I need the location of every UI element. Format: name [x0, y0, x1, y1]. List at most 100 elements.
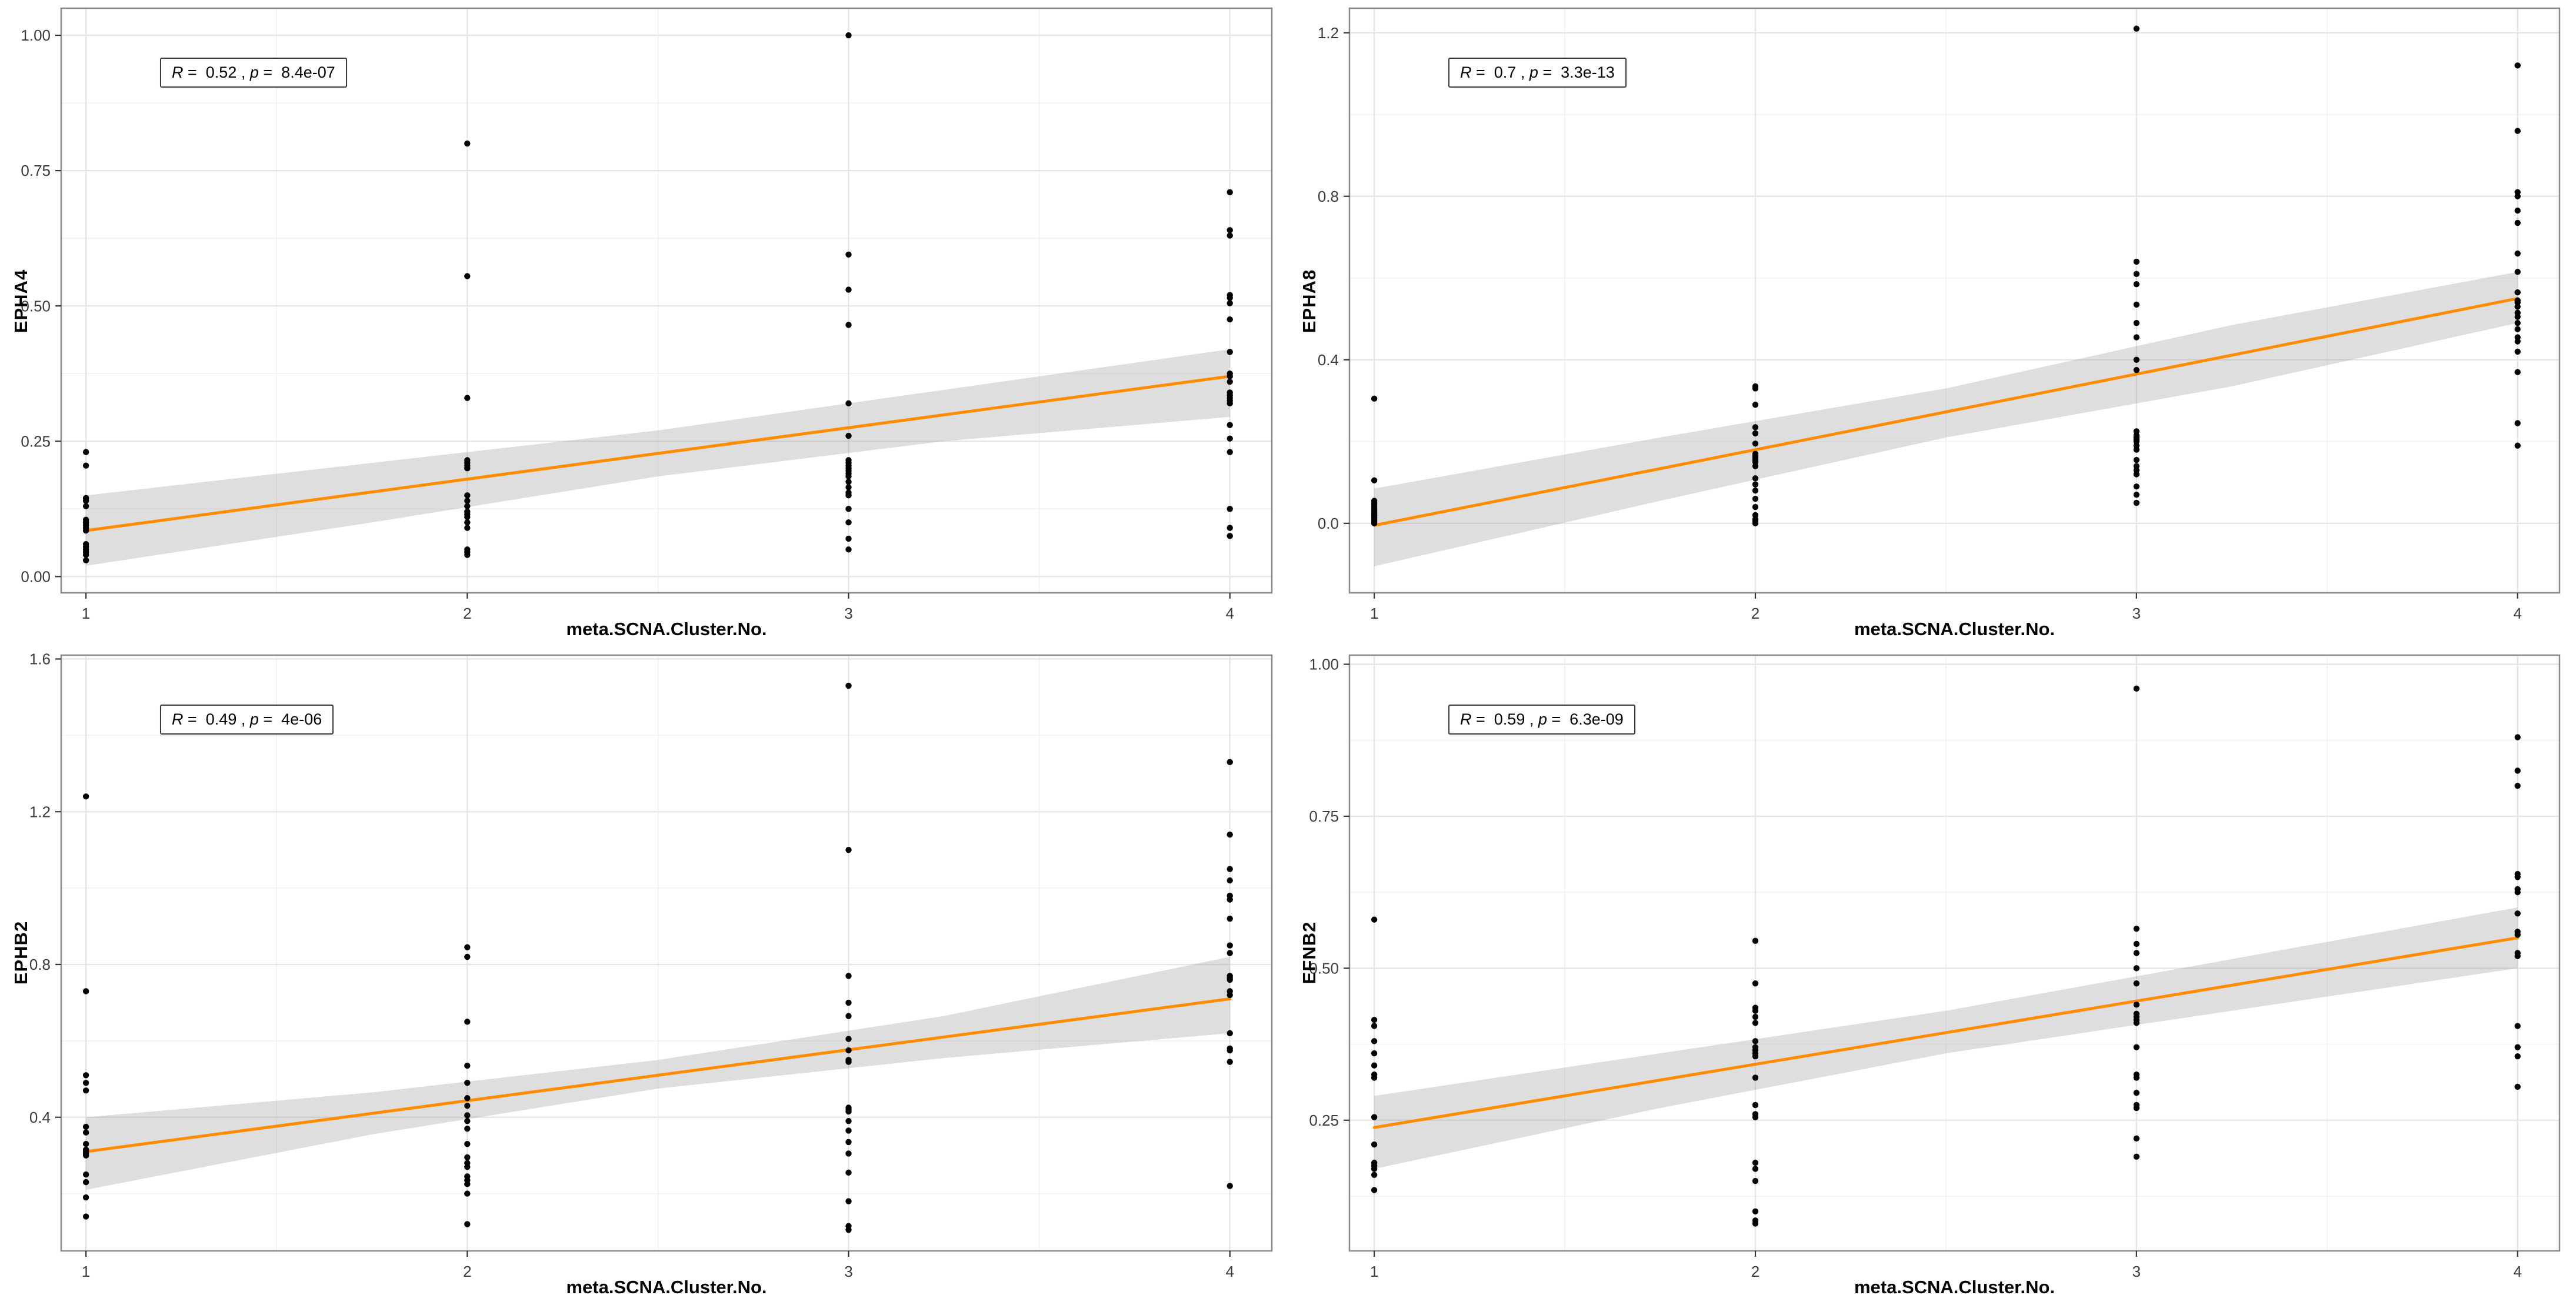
data-point — [845, 1169, 852, 1176]
r-label: R — [1460, 64, 1472, 81]
data-point — [1752, 1102, 1759, 1109]
panel-epha8: 0.0 0.4 0.8 1.2 1 2 3 4 EPHA8 meta.SCNA.Cluster… — [1288, 0, 2576, 647]
data-point — [2514, 1044, 2521, 1050]
data-point — [845, 492, 852, 499]
data-point — [845, 286, 852, 293]
data-point — [1227, 449, 1233, 455]
y-tick-label: 0.8 — [29, 956, 51, 973]
p-value: 8.4e-07 — [281, 64, 335, 81]
x-axis-title: meta.SCNA.Cluster.No. — [1854, 619, 2055, 639]
data-point — [464, 1112, 471, 1119]
data-point — [464, 1126, 471, 1132]
x-axis-title: meta.SCNA.Cluster.No. — [566, 1277, 767, 1297]
data-point — [845, 1227, 852, 1233]
data-point — [2133, 940, 2140, 947]
data-point — [1227, 942, 1233, 949]
correlation-annotation: R = 0.7 , p = 3.3e-13 — [1448, 58, 1627, 88]
data-point — [1227, 189, 1233, 196]
data-point — [2514, 734, 2521, 740]
regression-line — [84, 997, 1232, 1153]
data-point — [1227, 1047, 1233, 1054]
separator: , — [1525, 710, 1538, 728]
data-point — [2514, 953, 2521, 959]
data-point — [1371, 520, 1378, 527]
data-point — [82, 1171, 89, 1178]
y-tick-label: 0.50 — [21, 297, 51, 315]
data-point — [2133, 334, 2140, 341]
data-point — [1227, 232, 1233, 239]
data-point — [464, 525, 471, 531]
data-point — [845, 1198, 852, 1204]
data-point — [464, 552, 471, 558]
panel-border — [60, 654, 1273, 1252]
data-points — [1371, 25, 2521, 527]
separator: , — [236, 710, 250, 728]
data-points — [82, 682, 1233, 1233]
data-point — [82, 462, 89, 469]
x-tick-label: 1 — [1370, 1263, 1378, 1280]
data-point — [464, 1140, 471, 1147]
y-tick-label: 0.25 — [21, 432, 51, 450]
x-tick-label: 2 — [1751, 1263, 1759, 1280]
data-point — [1752, 1114, 1759, 1120]
data-point — [2133, 1104, 2140, 1112]
y-tick-label: 1.00 — [21, 26, 51, 44]
data-point — [82, 449, 89, 455]
data-point — [1371, 395, 1378, 402]
panel-border — [1348, 654, 2561, 1252]
data-point — [2133, 1090, 2140, 1096]
data-point — [464, 953, 471, 960]
regression-line — [1372, 297, 2520, 527]
data-point — [1227, 896, 1233, 903]
data-point — [1371, 1017, 1378, 1023]
data-point — [1227, 300, 1233, 306]
panel-epha4: 0.00 0.25 0.50 0.75 1.00 1 2 3 4 EPHA4 meta.SCNA… — [0, 0, 1288, 647]
x-tick-label: 1 — [1370, 605, 1378, 622]
y-tick-label: 1.2 — [1318, 24, 1339, 42]
data-point — [845, 1047, 852, 1054]
data-point — [1752, 937, 1759, 944]
data-point — [2514, 338, 2521, 345]
r-value: 0.52 — [205, 64, 237, 81]
regression-line — [1372, 936, 2520, 1129]
plot-background — [61, 8, 1272, 593]
data-point — [82, 1179, 89, 1186]
x-tick-label: 3 — [2132, 605, 2141, 622]
x-tick-label: 1 — [82, 1263, 90, 1280]
data-point — [2514, 207, 2521, 214]
data-point — [845, 251, 852, 258]
data-point — [845, 1139, 852, 1146]
data-point — [1227, 877, 1233, 884]
x-axis-title: meta.SCNA.Cluster.No. — [1854, 1277, 2055, 1297]
equals-sign: = — [1471, 710, 1494, 728]
panel-border — [1348, 7, 2561, 594]
data-point — [464, 1095, 471, 1102]
data-point — [1227, 422, 1233, 428]
data-point — [1227, 1059, 1233, 1065]
x-tick-label: 3 — [844, 1263, 852, 1280]
data-point — [2133, 685, 2140, 692]
data-point — [1752, 424, 1759, 430]
epha8-scatter-plot: 0.0 0.4 0.8 1.2 1 2 3 4 — [1318, 7, 2561, 622]
data-point — [82, 1123, 89, 1130]
data-point — [82, 557, 89, 563]
data-point — [464, 140, 471, 147]
x-tick-label: 4 — [1225, 605, 1234, 622]
p-value: 4e-06 — [281, 710, 322, 728]
y-tick-label: 1.00 — [1309, 656, 1339, 673]
y-tick-label: 0.4 — [29, 1109, 51, 1126]
data-point — [464, 1190, 471, 1197]
ci-ribbon — [1374, 272, 2518, 566]
data-point — [82, 793, 89, 800]
x-tick-label: 2 — [463, 1263, 471, 1280]
data-point — [1227, 915, 1233, 922]
correlation-annotation: R = 0.49 , p = 4e-06 — [160, 705, 334, 735]
data-point — [1371, 477, 1378, 484]
r-value: 0.59 — [1494, 710, 1525, 728]
p-value: 6.3e-09 — [1569, 710, 1624, 728]
y-tick-label: 1.2 — [29, 803, 51, 820]
equals-sign: = — [258, 710, 282, 728]
data-points — [1371, 685, 2521, 1227]
equals-sign: = — [183, 710, 206, 728]
data-point — [2514, 1083, 2521, 1090]
